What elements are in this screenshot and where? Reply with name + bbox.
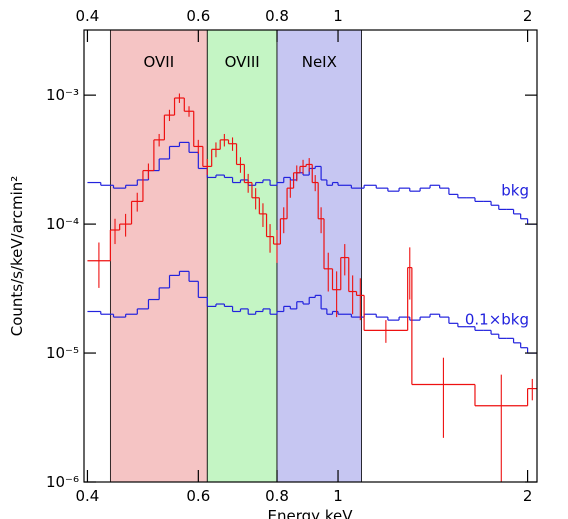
plot-frame	[83, 29, 538, 483]
y-tick-label: 10⁻⁴	[46, 215, 79, 233]
x-tick-label: 0.4	[76, 487, 100, 505]
y-axis-title: Counts/s/keV/arcmin²	[8, 176, 26, 337]
x-tick-label-top: 2	[523, 7, 533, 25]
x-tick-label: 0.8	[265, 487, 289, 505]
y-tick-label: 10⁻⁶	[46, 473, 79, 491]
band	[207, 30, 278, 482]
y-tick-label: 10⁻⁵	[46, 344, 79, 362]
y-tick-label: 10⁻³	[46, 86, 79, 104]
x-tick-label-top: 0.8	[265, 7, 289, 25]
spectra	[87, 93, 537, 482]
band-label: OVIII	[225, 53, 260, 71]
x-tick-label: 2	[523, 487, 533, 505]
band-label: OVII	[144, 53, 175, 71]
band	[277, 30, 362, 482]
x-tick-label-top: 0.4	[76, 7, 100, 25]
band-label: NeIX	[302, 53, 337, 71]
x-axis-title: Energy keV	[268, 507, 354, 519]
x-tick-label: 1	[333, 487, 343, 505]
series-label: bkg	[501, 181, 529, 199]
x-tick-label: 0.6	[186, 487, 210, 505]
x-tick-label-top: 0.6	[186, 7, 210, 25]
bands: OVII OVIII NeIX	[109, 30, 362, 482]
series-label: 0.1×bkg	[465, 310, 529, 328]
band	[110, 30, 208, 482]
axes: bkg 0.1×bkg 0.4 0.4 0.6 0.6 0.8 0.8 1 1 2 2 10⁻⁶ 10⁻⁵…	[46, 7, 538, 505]
x-tick-label-top: 1	[333, 7, 343, 25]
